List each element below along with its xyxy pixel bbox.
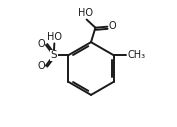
Text: O: O — [37, 39, 45, 49]
Text: O: O — [108, 21, 116, 31]
Text: HO: HO — [78, 8, 93, 18]
Text: HO: HO — [47, 32, 62, 42]
Text: O: O — [37, 61, 45, 71]
Text: S: S — [50, 50, 57, 60]
Text: CH₃: CH₃ — [127, 50, 145, 60]
